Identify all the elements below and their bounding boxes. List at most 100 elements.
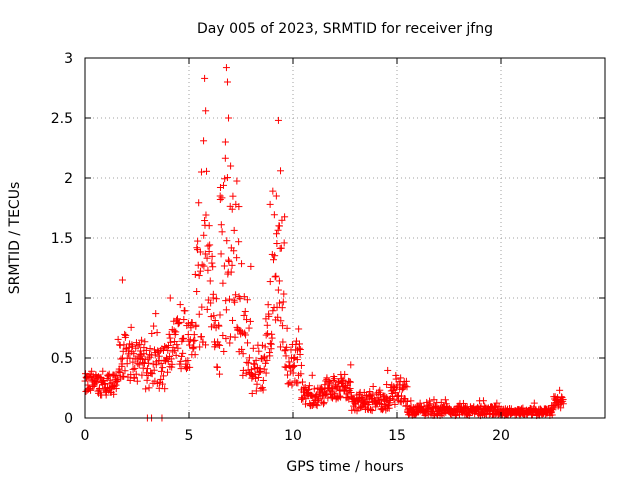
data-point (272, 192, 280, 200)
data-point (221, 138, 229, 146)
data-point (240, 293, 248, 301)
data-point (252, 387, 260, 395)
data-point (275, 277, 283, 285)
data-point (273, 239, 281, 247)
data-point (216, 341, 224, 349)
data-point (248, 389, 256, 397)
data-point (548, 411, 556, 419)
data-point (99, 367, 107, 375)
data-point (198, 261, 206, 269)
x-tick-label: 5 (185, 428, 194, 444)
data-point (200, 262, 208, 270)
data-point (252, 356, 260, 364)
data-point (251, 374, 259, 382)
data-point (192, 321, 200, 329)
data-point (206, 277, 214, 285)
data-point (208, 252, 216, 260)
data-point (205, 222, 213, 230)
x-tick-label: 0 (81, 428, 90, 444)
data-point (155, 352, 163, 360)
data-point (157, 375, 165, 383)
data-point (150, 366, 158, 374)
data-point (142, 385, 150, 393)
data-point (196, 343, 204, 351)
data-point (270, 211, 278, 219)
data-point (210, 312, 218, 320)
data-point (308, 371, 316, 379)
data-point (175, 318, 183, 326)
data-point (343, 393, 351, 401)
data-point (241, 307, 249, 315)
data-point (233, 177, 241, 185)
data-point (164, 368, 172, 376)
data-point (189, 345, 197, 353)
y-tick-label: 0 (64, 411, 73, 427)
data-point (194, 237, 202, 245)
data-point (219, 331, 227, 339)
data-point (227, 162, 235, 170)
data-point (244, 359, 252, 367)
data-point (367, 406, 375, 414)
data-point (268, 334, 276, 342)
data-point (385, 404, 393, 412)
data-point (281, 347, 289, 355)
data-point (256, 367, 264, 375)
data-point (402, 377, 410, 385)
data-point (132, 370, 140, 378)
data-point (274, 116, 282, 124)
data-point (129, 365, 137, 373)
data-point (549, 404, 557, 412)
data-point (280, 239, 288, 247)
data-point (134, 342, 142, 350)
chart-title: Day 005 of 2023, SRMTID for receiver jfn… (197, 21, 493, 37)
data-point (369, 391, 377, 399)
data-point (331, 375, 339, 383)
data-point (118, 276, 126, 284)
data-point (290, 362, 298, 370)
data-point (114, 335, 122, 343)
data-point (121, 330, 129, 338)
data-point (120, 341, 128, 349)
data-point (269, 307, 277, 315)
data-point (203, 305, 211, 313)
data-point (150, 322, 158, 330)
data-point (271, 273, 279, 281)
data-point (403, 383, 411, 391)
data-point (277, 244, 285, 252)
data-point (204, 242, 212, 250)
data-point (416, 399, 424, 407)
data-point (205, 248, 213, 256)
data-point (231, 298, 239, 306)
data-point (290, 354, 298, 362)
data-point (266, 352, 274, 360)
data-point (134, 360, 142, 368)
data-point (365, 398, 373, 406)
data-point (145, 359, 153, 367)
data-point (181, 307, 189, 315)
data-point (87, 386, 95, 394)
data-point (557, 404, 565, 412)
data-point (191, 336, 199, 344)
data-point (368, 407, 376, 415)
data-point (317, 384, 325, 392)
data-point (173, 341, 181, 349)
data-point (334, 378, 342, 386)
data-point (128, 341, 136, 349)
data-point (153, 329, 161, 337)
data-point (441, 396, 449, 404)
data-point (246, 317, 254, 325)
data-point (493, 399, 501, 407)
data-point (230, 226, 238, 234)
data-point (281, 213, 289, 221)
data-point (209, 263, 217, 271)
data-point (178, 352, 186, 360)
data-point (176, 301, 184, 309)
data-point (290, 363, 298, 371)
data-point (388, 390, 396, 398)
data-point (274, 313, 282, 321)
data-point (172, 351, 180, 359)
data-point (277, 317, 285, 325)
data-point (223, 237, 231, 245)
data-point (217, 250, 225, 258)
